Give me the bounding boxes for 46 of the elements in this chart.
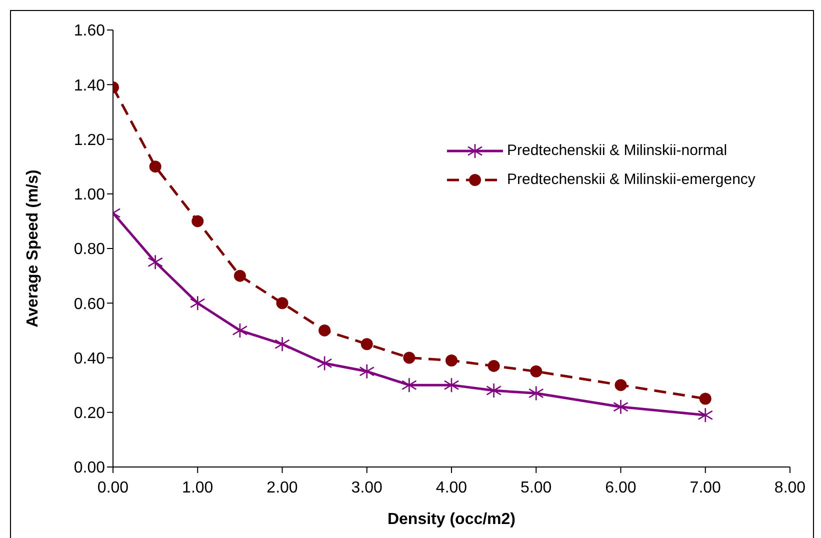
point: [192, 215, 204, 228]
x-tick-label: 0.00: [97, 479, 129, 496]
y-tick-label: 1.40: [74, 77, 106, 94]
y-tick-label: 0.00: [74, 460, 106, 477]
x-tick-label: 8.00: [774, 479, 806, 496]
point: [232, 322, 248, 338]
legend-label: Predtechenskii & Milinskii-normal: [507, 142, 728, 159]
point: [403, 352, 416, 364]
point: [488, 360, 500, 372]
x-tick-label: 3.00: [351, 479, 383, 496]
x-axis-title: Density (occ/m2): [387, 511, 516, 528]
y-tick-label: 1.00: [74, 186, 106, 204]
point: [444, 377, 460, 393]
point: [486, 382, 502, 398]
point: [446, 354, 458, 366]
y-tick-label: 0.80: [74, 241, 106, 258]
x-tick-label: 5.00: [520, 479, 552, 496]
x-tick-label: 4.00: [436, 479, 468, 496]
x-tick-label: 7.00: [690, 479, 722, 496]
point: [402, 377, 417, 393]
x-tick-label: 2.00: [266, 479, 298, 496]
point: [613, 399, 628, 415]
y-tick-label: 1.20: [74, 132, 106, 149]
y-axis-title: Average Speed (m/s): [24, 170, 42, 328]
point: [528, 386, 544, 401]
x-tick-label: 6.00: [605, 479, 636, 496]
point: [316, 356, 332, 371]
y-tick-label: 0.20: [74, 405, 106, 422]
point: [234, 270, 246, 282]
legend-label: Predtechenskii & Milinskii-emergency: [507, 171, 756, 188]
point: [698, 407, 714, 423]
point: [276, 297, 288, 310]
y-tick-label: 0.60: [74, 296, 106, 313]
point: [530, 365, 542, 378]
point: [148, 254, 163, 270]
point: [190, 295, 206, 311]
point: [699, 392, 712, 405]
y-tick-label: 0.40: [74, 350, 106, 368]
point: [274, 336, 290, 352]
point: [360, 338, 373, 350]
x-tick-label: 1.00: [182, 479, 214, 496]
point: [614, 379, 627, 392]
point: [149, 160, 162, 173]
point: [318, 324, 331, 336]
point: [359, 364, 375, 380]
y-tick-label: 1.60: [74, 22, 106, 40]
